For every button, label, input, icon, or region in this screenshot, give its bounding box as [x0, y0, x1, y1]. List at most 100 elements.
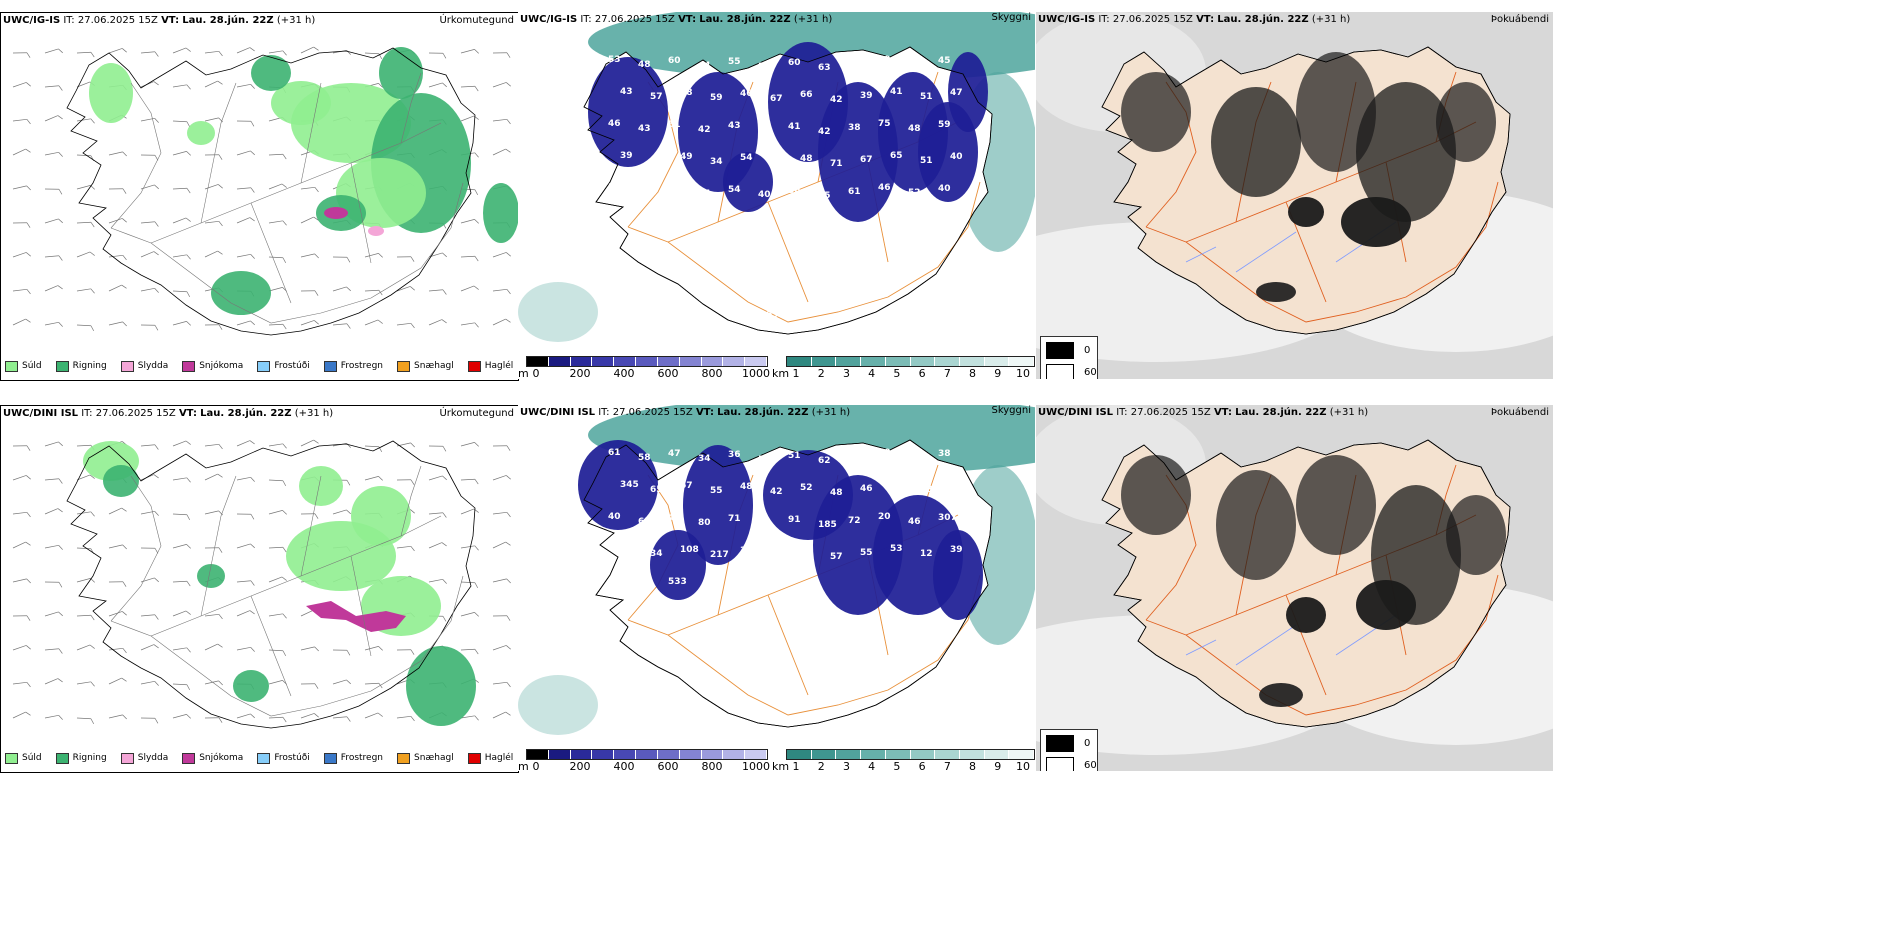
panel-title: UWC/DINI ISL IT: 27.06.2025 15Z VT: Lau.… [3, 408, 334, 419]
fog-legend-label: 0 [1084, 738, 1091, 749]
legend-item: Snæhagl [397, 360, 454, 372]
legend-swatch [55, 360, 69, 372]
panel-title: UWC/IG-IS IT: 27.06.2025 15Z VT: Lau. 28… [3, 15, 316, 26]
legend-item: Snjókoma [182, 752, 244, 764]
legend-item: Slydda [120, 360, 168, 372]
fog-legend: 0 60 [1040, 336, 1098, 379]
colorbar-cell [836, 357, 862, 366]
legend-item: Frostregn [323, 752, 383, 764]
fog-legend-swatch [1046, 364, 1074, 379]
colorbar-tick: 3 [842, 760, 850, 771]
visibility-label: 54 [740, 153, 753, 163]
colorbar-tick: 1000 [742, 760, 770, 771]
visibility-label: 43 [620, 87, 633, 97]
legend-item: Slydda [120, 752, 168, 764]
colorbar-cell [885, 357, 911, 366]
visibility-label: 34 [698, 454, 711, 464]
legend-label: Snjókoma [199, 753, 244, 763]
panel-name: Úrkomutegund [439, 408, 514, 419]
visibility-label: 44 [698, 61, 711, 71]
visibility-label: 57 [848, 452, 861, 462]
visibility-label: 46 [740, 89, 753, 99]
colorbar-tick: 800 [701, 367, 723, 379]
legend-label: Haglél [484, 753, 514, 763]
visibility-label: 58 [638, 453, 651, 463]
visibility-label: 40 [758, 190, 771, 200]
visibility-label: 61 [848, 187, 861, 197]
visibility-label: 67 [770, 94, 783, 104]
colorbar-tick: 8 [969, 760, 977, 771]
colorbar-cell [636, 750, 658, 759]
visibility-label: 217 [710, 550, 729, 560]
panel-title: UWC/DINI ISL IT: 27.06.2025 15Z VT: Lau.… [1038, 407, 1369, 418]
panel-name: Úrkomutegund [439, 15, 514, 26]
visibility-label: 62 [638, 517, 651, 527]
fog-legend-item: 60 [1046, 757, 1097, 771]
legend-swatch [467, 752, 481, 764]
visibility-label: 36 [728, 450, 741, 460]
legend-swatch [120, 360, 134, 372]
colorbar-cell [592, 357, 615, 366]
panel-title: UWC/IG-IS IT: 27.06.2025 15Z VT: Lau. 28… [1038, 14, 1351, 25]
visibility-label: 65 [890, 151, 903, 161]
colorbar-cell [745, 750, 767, 759]
colorbar-tick: 5 [893, 367, 901, 379]
colorbar-cell [1009, 357, 1035, 366]
visibility-label: 59 [710, 93, 723, 103]
visibility-panel-bottom: UWC/DINI ISL IT: 27.06.2025 15Z VT: Lau.… [518, 405, 1035, 771]
visibility-label: 39 [748, 703, 761, 713]
colorbar-cell [811, 750, 837, 759]
visibility-label: 42 [698, 125, 711, 135]
fog-legend-label: 60 [1084, 760, 1097, 771]
colorbar-cell [959, 750, 985, 759]
visibility-label: 67 [680, 481, 693, 491]
colorbar-tick: 10 [1016, 367, 1030, 379]
legend-item: Rigning [55, 752, 107, 764]
legend-item: Frostúði [257, 752, 310, 764]
colorbar-cell [787, 357, 812, 366]
colorbar-cell [811, 357, 837, 366]
panel-title: UWC/DINI ISL IT: 27.06.2025 15Z VT: Lau.… [520, 407, 851, 418]
colorbar-cell [935, 357, 960, 366]
visibility-label: 40 [950, 152, 963, 162]
colorbar-cell [1009, 750, 1035, 759]
colorbar-tick: 600 [657, 760, 679, 771]
visibility-label: 55 [728, 57, 741, 67]
visibility-label: 185 [818, 520, 837, 530]
visibility-label: 135 [950, 481, 969, 491]
precip-type-panel-top: UWC/IG-IS IT: 27.06.2025 15Z VT: Lau. 28… [0, 12, 519, 381]
visibility-label: 49 [890, 480, 903, 490]
visibility-label: 77 [758, 519, 771, 529]
panel-name: Þokuábendi [1490, 407, 1549, 418]
fog-legend-item: 0 [1046, 342, 1090, 359]
colorbar-cell [723, 750, 746, 759]
visibility-label: 46 [860, 484, 873, 494]
fog-legend-item: 0 [1046, 735, 1090, 752]
visibility-label: 34 [710, 157, 723, 167]
visibility-label: 47 [950, 88, 963, 98]
visibility-label: 533 [668, 577, 687, 587]
visibility-label: 41 [770, 551, 783, 561]
colorbar-tick: 7 [943, 760, 951, 771]
legend-label: Frostúði [274, 753, 310, 763]
colorbar-cell [745, 357, 767, 366]
visibility-label: 53 [758, 455, 771, 465]
precip-map [12, 46, 518, 336]
colorbar-tick: 1 [792, 760, 800, 771]
colorbar-tick: 10 [1016, 760, 1030, 771]
visibility-label: 43 [848, 59, 861, 69]
visibility-label: 46 [608, 576, 621, 586]
visibility-label: 60 [800, 547, 813, 557]
colorbar-tick: 400 [613, 760, 635, 771]
visibility-map: 61 58 47 34 36 53 51 62 57 50 54 38 345 65 67 55 48 42 52 4… [518, 405, 1035, 735]
visibility-label: 46 [878, 183, 891, 193]
visibility-label: 58 [680, 88, 693, 98]
colorbar-tick: 400 [613, 367, 635, 379]
colorbar-unit: km [772, 760, 790, 771]
fog-legend-label: 60 [1084, 367, 1097, 378]
visibility-label: 42 [770, 487, 783, 497]
visibility-label: 47 [668, 449, 681, 459]
legend-label: Rigning [72, 753, 107, 763]
colorbar-cell [723, 357, 746, 366]
legend-swatch [55, 752, 69, 764]
